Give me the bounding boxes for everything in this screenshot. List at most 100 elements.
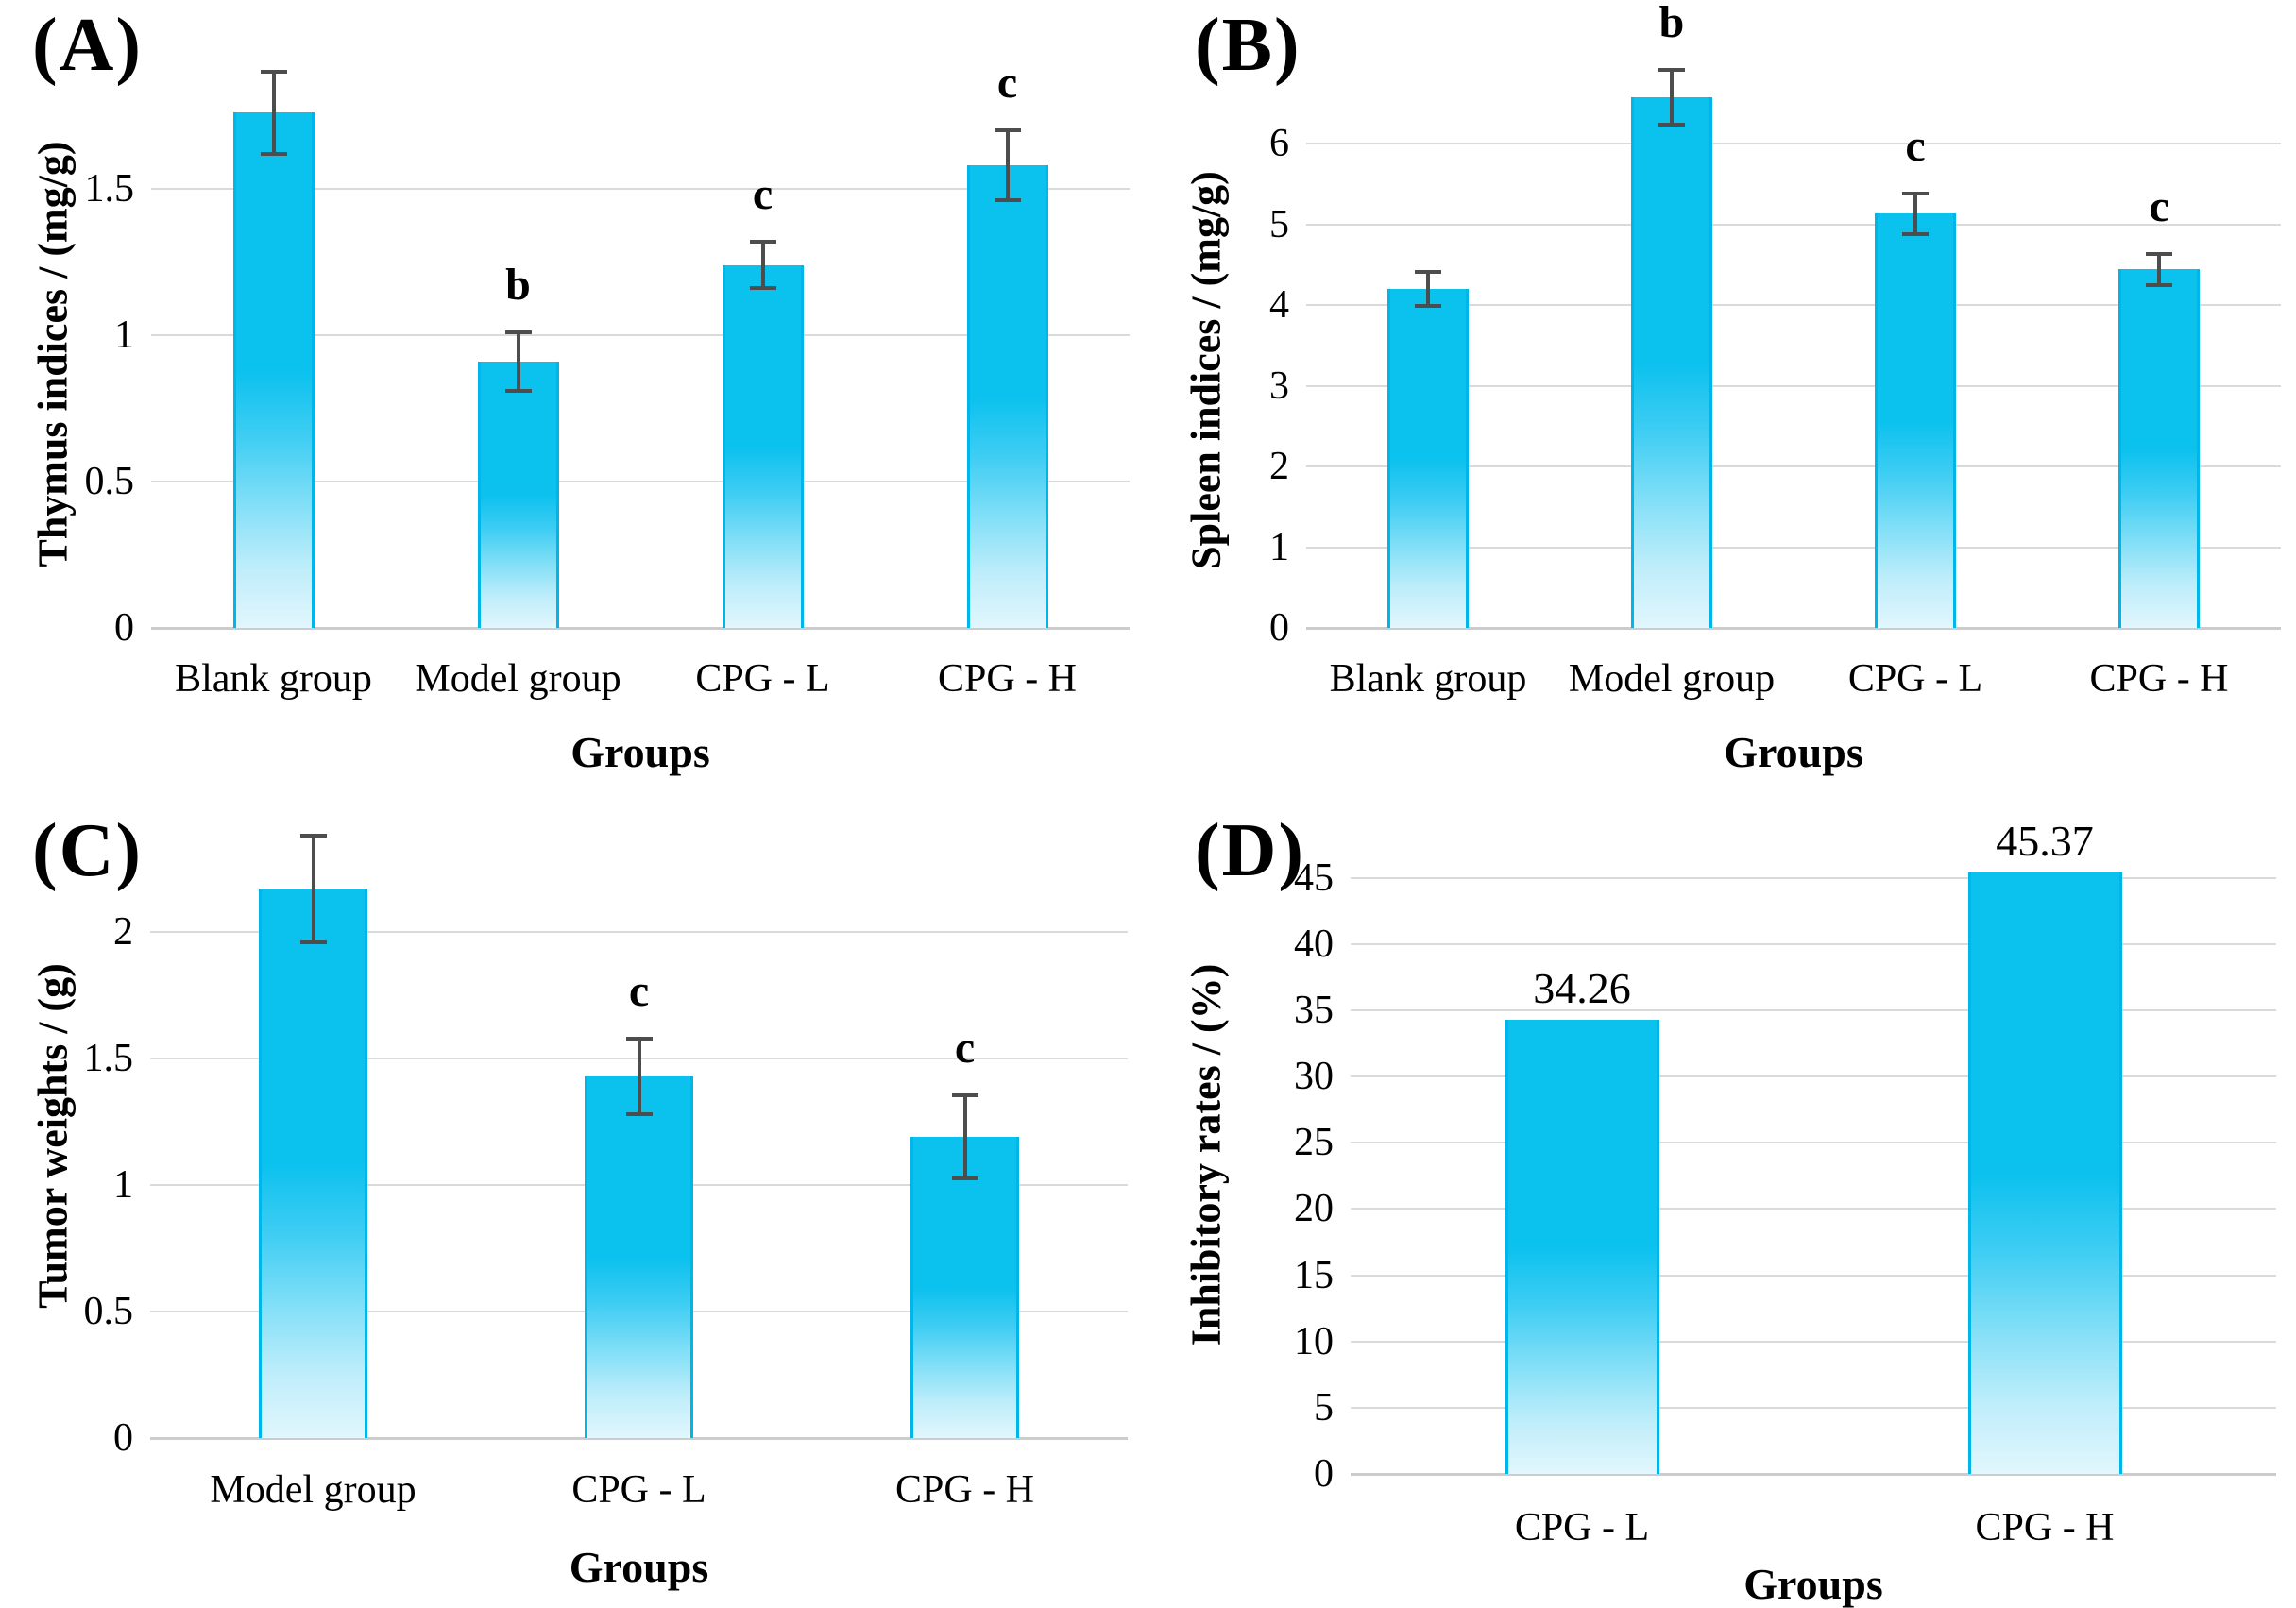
gridline: [151, 188, 1130, 190]
error-bar: [271, 72, 276, 154]
category-label: Model group: [1568, 657, 1776, 701]
error-bar-cap-top: [2146, 252, 2172, 257]
gridline: [1351, 1340, 2276, 1343]
y-tick-label: 20: [1294, 1187, 1334, 1231]
y-tick-label: 1.5: [84, 167, 135, 211]
gridline: [151, 481, 1130, 482]
significance-letter: c: [2149, 181, 2169, 232]
y-tick-label: 5: [1269, 202, 1289, 246]
category-label: Model group: [415, 657, 621, 701]
gridline: [1351, 1008, 2276, 1011]
x-axis-label: Groups: [1743, 1560, 1883, 1608]
y-tick-label: 0.5: [83, 1290, 134, 1333]
error-bar: [516, 331, 520, 391]
error-bar-cap-bottom: [749, 286, 776, 291]
panel-c-tumor-weights: (C) Tumor weights / (g) 0 0.5 1 1.5 2 Model g…: [0, 804, 1148, 1608]
bar-value-label: 45.37: [1996, 817, 2094, 866]
bar-cpg-h: [910, 1137, 1019, 1438]
category-label: CPG - L: [695, 657, 830, 701]
gridline: [1351, 876, 2276, 879]
bar-cpg-l: [1875, 213, 1956, 628]
category-label: CPG - H: [2089, 657, 2229, 701]
category-label: Blank group: [1329, 657, 1527, 701]
error-bar-cap-top: [749, 239, 776, 244]
gridline: [1306, 223, 2281, 226]
y-tick-label: 45: [1294, 855, 1334, 900]
significance-letter: c: [628, 965, 650, 1016]
gridline: [1306, 143, 2281, 144]
error-bar-cap-bottom: [1902, 231, 1929, 236]
gridline: [150, 931, 1128, 933]
error-bar-cap-bottom: [1415, 303, 1441, 308]
x-axis-label: Groups: [1724, 728, 1863, 776]
error-bar-cap-top: [625, 1036, 653, 1041]
y-tick-label: 0: [1314, 1452, 1334, 1496]
error-bar: [760, 241, 765, 289]
error-bar: [637, 1038, 641, 1114]
error-bar-cap-top: [260, 70, 287, 74]
gridline: [1351, 1406, 2276, 1409]
y-tick-label: 1.5: [83, 1037, 134, 1080]
y-tick-label: 2: [1269, 445, 1289, 488]
bar-cpg-l: [585, 1076, 693, 1438]
y-tick-label: 2: [113, 910, 133, 954]
category-label: Blank group: [175, 657, 372, 701]
gridline: [1306, 546, 2281, 549]
error-bar: [311, 836, 315, 942]
gridline: [1306, 384, 2281, 387]
significance-letter: b: [1658, 0, 1685, 48]
y-tick-label: 0: [114, 606, 134, 650]
category-label: CPG - L: [1514, 1506, 1650, 1549]
error-bar-cap-top: [1902, 192, 1929, 195]
significance-letter: b: [505, 259, 531, 310]
panel-letter-a: (A): [32, 4, 144, 87]
gridline: [1351, 1075, 2276, 1078]
y-tick-label: 10: [1294, 1319, 1334, 1363]
x-axis-baseline: [151, 627, 1130, 630]
bar-model-group: [478, 362, 559, 628]
significance-letter: c: [996, 58, 1018, 108]
x-axis-label: Groups: [569, 1543, 709, 1591]
y-tick-label: 25: [1294, 1121, 1334, 1165]
y-tick-label: 1: [1269, 525, 1289, 569]
error-bar: [1426, 271, 1430, 306]
error-bar: [962, 1094, 967, 1179]
bar-model-group: [1631, 97, 1712, 628]
y-tick-label: 30: [1294, 1055, 1334, 1099]
gridline: [1351, 942, 2276, 945]
significance-letter: c: [752, 168, 774, 219]
y-tick-label: 6: [1269, 122, 1289, 165]
significance-letter: c: [954, 1022, 976, 1073]
y-tick-label: 3: [1269, 364, 1289, 408]
panel-letter-c: (C): [32, 809, 144, 892]
bar-cpg-l: [1505, 1020, 1659, 1474]
y-tick-label: 0.5: [84, 460, 135, 503]
category-label: CPG - L: [571, 1468, 706, 1512]
y-tick-label: 35: [1294, 988, 1334, 1032]
error-bar: [2157, 254, 2161, 285]
gridline: [1351, 1208, 2276, 1210]
gridline: [1351, 1274, 2276, 1277]
gridline: [1306, 304, 2281, 306]
panel-d-inhibitory-rates: (D) Inhibitory rates / (%) 0 5 10 15 20 25 30 3…: [1148, 804, 2296, 1608]
error-bar-cap-bottom: [994, 198, 1021, 203]
x-axis-baseline: [1351, 1473, 2276, 1476]
y-tick-label: 5: [1314, 1385, 1334, 1430]
error-bar-cap-bottom: [625, 1111, 653, 1116]
category-label: CPG - H: [937, 657, 1078, 701]
error-bar-cap-bottom: [1658, 123, 1685, 127]
error-bar: [1005, 130, 1010, 201]
significance-letter: c: [1905, 121, 1926, 171]
error-bar: [1913, 194, 1917, 234]
error-bar-cap-bottom: [951, 1176, 978, 1181]
error-bar-cap-bottom: [260, 151, 287, 156]
error-bar-cap-bottom: [2146, 282, 2172, 287]
error-bar-cap-top: [994, 128, 1021, 132]
panel-b-spleen-indices: (B) Spleen indices / (mg/g) 0 1 2 3 4 5 6 Blank…: [1148, 0, 2296, 804]
x-axis-baseline: [150, 1437, 1128, 1440]
gridline: [151, 334, 1130, 336]
panel-letter-d: (D): [1195, 809, 1306, 892]
y-axis-label: Tumor weights / (g): [29, 963, 77, 1309]
bar-cpg-h: [2118, 269, 2200, 628]
bar-value-label: 34.26: [1533, 964, 1631, 1013]
